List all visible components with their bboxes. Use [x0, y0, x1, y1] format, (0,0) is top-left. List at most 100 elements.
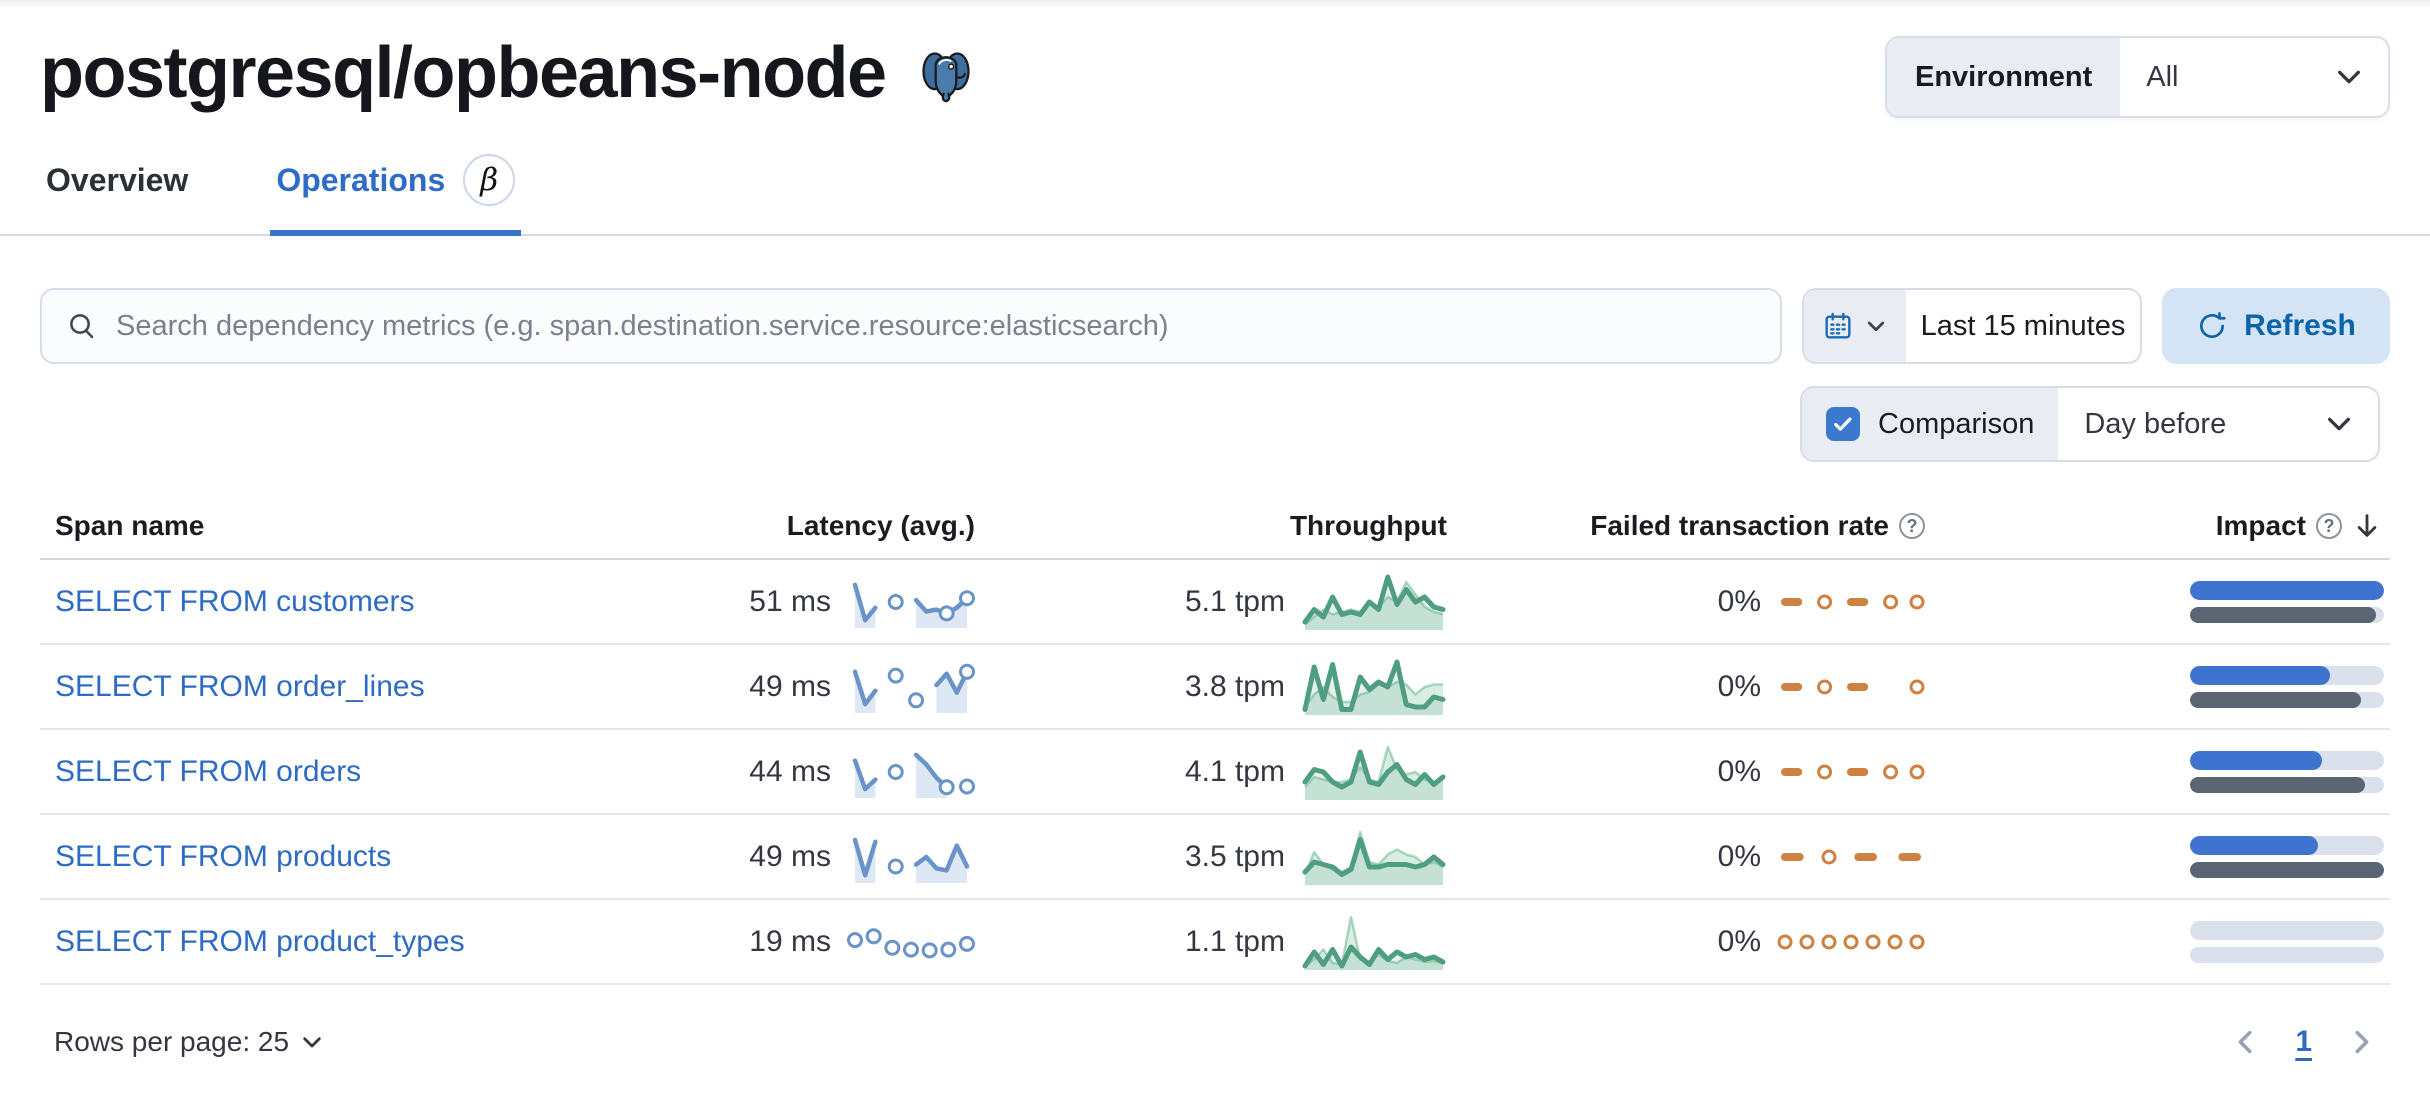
failed-rate-value: 0%: [1717, 669, 1761, 703]
time-range-button[interactable]: Last 15 minutes: [1920, 309, 2126, 342]
next-page-button[interactable]: [2346, 1027, 2376, 1057]
throughput-value: 3.5 tpm: [1184, 839, 1285, 873]
latency-value: 51 ms: [749, 584, 831, 618]
latency-value: 49 ms: [749, 669, 831, 703]
page-header: postgresql/opbeans-node Environment All: [0, 0, 2430, 118]
tab-bar: Overview Operations β: [0, 154, 2430, 236]
failed-rate-sparkline: [1777, 934, 1925, 949]
tab-overview[interactable]: Overview: [40, 154, 194, 234]
throughput-sparkline: [1302, 574, 1446, 630]
previous-page-button[interactable]: [2231, 1027, 2261, 1057]
impact-current-bar: [2190, 580, 2384, 600]
latency-value: 19 ms: [749, 924, 831, 958]
table-row: SELECT FROM customers 51 ms 5.1 tpm 0%: [40, 560, 2390, 645]
environment-select-label: Environment: [1887, 38, 2121, 116]
postgresql-logo-icon: [916, 45, 976, 105]
table-body: SELECT FROM customers 51 ms 5.1 tpm 0% S…: [40, 560, 2390, 985]
column-header-span-name[interactable]: Span name: [55, 510, 205, 541]
failed-rate-sparkline: [1781, 849, 1921, 864]
column-header-impact[interactable]: Impact ?: [1925, 510, 2390, 542]
impact-bars: [2190, 835, 2384, 878]
span-name-link[interactable]: SELECT FROM product_types: [55, 924, 465, 958]
impact-previous-bar: [2190, 691, 2361, 708]
latency-sparkline: [852, 752, 975, 798]
failed-rate-sparkline: [1781, 594, 1925, 609]
table-row: SELECT FROM products 49 ms 3.5 tpm 0%: [40, 815, 2390, 900]
impact-bars: [2190, 920, 2384, 963]
time-picker-menu-button[interactable]: [1804, 290, 1906, 362]
sort-descending-icon: [2352, 511, 2382, 541]
tab-overview-label: Overview: [46, 161, 189, 198]
failed-rate-sparkline: [1781, 679, 1925, 694]
throughput-sparkline: [1302, 659, 1446, 715]
time-picker: Last 15 minutes: [1802, 288, 2142, 364]
environment-select[interactable]: Environment All: [1885, 36, 2390, 118]
search-input[interactable]: [116, 309, 1756, 343]
refresh-button-label: Refresh: [2244, 309, 2356, 342]
table-footer: Rows per page: 25 1: [40, 1025, 2390, 1059]
span-name-link[interactable]: SELECT FROM order_lines: [55, 669, 425, 703]
span-name-link[interactable]: SELECT FROM orders: [55, 754, 362, 788]
throughput-value: 5.1 tpm: [1184, 584, 1285, 618]
impact-previous-bar: [2190, 776, 2365, 793]
refresh-button[interactable]: Refresh: [2162, 288, 2390, 364]
column-header-latency[interactable]: Latency (avg.): [786, 510, 975, 541]
comparison-checkbox[interactable]: [1826, 407, 1860, 441]
top-scroll-shadow: [0, 0, 2430, 8]
search-box: [40, 288, 1782, 364]
throughput-value: 3.8 tpm: [1184, 669, 1285, 703]
chevron-down-icon: [2334, 38, 2388, 116]
failed-rate-value: 0%: [1717, 754, 1761, 788]
chevron-down-icon: [2324, 388, 2378, 460]
help-icon[interactable]: ?: [1899, 513, 1925, 539]
comparison-control: Comparison Day before: [1800, 386, 2380, 462]
calendar-icon: [1822, 310, 1854, 342]
latency-sparkline: [852, 837, 970, 883]
table-row: SELECT FROM order_lines 49 ms 3.8 tpm 0%: [40, 645, 2390, 730]
failed-rate-value: 0%: [1717, 924, 1761, 958]
throughput-value: 4.1 tpm: [1184, 754, 1285, 788]
page-title: postgresql/opbeans-node: [40, 33, 887, 113]
comparison-prepend: Comparison: [1802, 388, 2059, 460]
page-number-button[interactable]: 1: [2295, 1025, 2312, 1058]
impact-previous-bar: [2190, 861, 2384, 878]
comparison-label: Comparison: [1878, 407, 2035, 440]
table-row: SELECT FROM orders 44 ms 4.1 tpm 0%: [40, 730, 2390, 815]
span-name-link[interactable]: SELECT FROM customers: [55, 584, 415, 618]
column-header-throughput[interactable]: Throughput: [1289, 510, 1447, 541]
pagination: 1: [2231, 1025, 2376, 1059]
impact-bars: [2190, 665, 2384, 708]
throughput-value: 1.1 tpm: [1184, 924, 1285, 958]
table-row: SELECT FROM product_types 19 ms 1.1 tpm …: [40, 900, 2390, 985]
impact-current-bar: [2190, 665, 2330, 685]
impact-current-bar: [2190, 750, 2322, 770]
impact-bars: [2190, 750, 2384, 793]
tab-operations[interactable]: Operations β: [270, 154, 522, 236]
latency-value: 49 ms: [749, 839, 831, 873]
failed-rate-value: 0%: [1717, 584, 1761, 618]
impact-bars: [2190, 580, 2384, 623]
latency-sparkline: [847, 927, 975, 958]
column-header-failed-rate[interactable]: Failed transaction rate ?: [1447, 510, 1925, 542]
chevron-down-icon: [299, 1029, 325, 1055]
table-header-row: Span name Latency (avg.) Throughput Fail…: [40, 510, 2390, 560]
refresh-icon: [2196, 310, 2228, 342]
impact-previous-bar: [2190, 606, 2377, 623]
rows-per-page-button[interactable]: Rows per page: 25: [54, 1026, 325, 1058]
latency-sparkline: [852, 582, 975, 628]
chevron-down-icon: [1864, 314, 1888, 338]
beta-badge: β: [463, 154, 516, 206]
search-icon: [66, 310, 98, 342]
help-icon[interactable]: ?: [2316, 513, 2342, 539]
latency-sparkline: [852, 663, 975, 713]
impact-current-bar: [2190, 835, 2319, 855]
comparison-select-value[interactable]: Day before: [2084, 407, 2227, 440]
latency-value: 44 ms: [749, 754, 831, 788]
environment-select-value: All: [2146, 60, 2179, 93]
throughput-sparkline: [1302, 830, 1446, 885]
failed-rate-value: 0%: [1717, 839, 1761, 873]
throughput-sparkline: [1302, 915, 1446, 970]
tab-operations-label: Operations: [276, 161, 446, 198]
span-name-link[interactable]: SELECT FROM products: [55, 839, 392, 873]
operations-table: Span name Latency (avg.) Throughput Fail…: [40, 510, 2390, 985]
